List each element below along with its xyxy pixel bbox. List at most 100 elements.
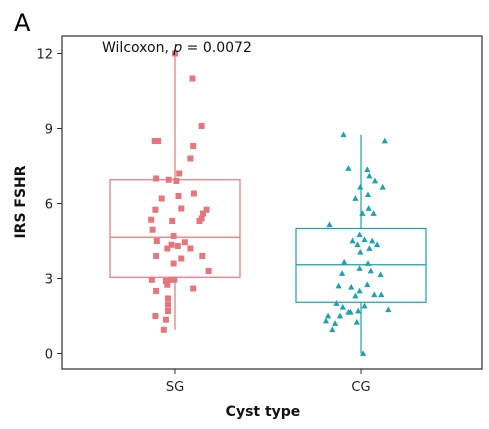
y-tick-label: 6 [45, 198, 53, 213]
data-point-triangle [379, 183, 386, 190]
data-point-triangle [349, 237, 356, 244]
data-point-square [190, 143, 197, 149]
points-layer [148, 50, 392, 356]
data-point-square [176, 170, 183, 177]
data-point-triangle [326, 221, 333, 228]
data-point-square [164, 281, 171, 288]
data-point-square [148, 216, 155, 223]
data-point-square [199, 253, 206, 259]
data-point-square [148, 276, 155, 283]
data-point-square [167, 276, 174, 283]
data-point-square [190, 190, 197, 197]
data-point-triangle [356, 231, 363, 238]
data-point-triangle [377, 271, 384, 278]
data-point-square [200, 210, 206, 217]
data-point-square [169, 218, 176, 224]
data-point-triangle [371, 291, 378, 298]
data-point-square [196, 218, 203, 224]
data-point-square [187, 155, 194, 162]
y-axis-title: IRS FSHR [13, 165, 29, 238]
data-point-square [152, 206, 159, 213]
data-point-triangle [322, 317, 330, 324]
annotation-prefix: Wilcoxon, [102, 40, 173, 56]
data-point-triangle [335, 282, 342, 289]
data-point-triangle [333, 300, 340, 306]
data-point-square [165, 176, 172, 183]
plot-panel-border [61, 35, 483, 370]
data-point-square [162, 316, 169, 323]
y-tick-label: 3 [45, 273, 53, 288]
data-point-triangle [374, 241, 381, 248]
data-point-triangle [364, 281, 371, 288]
data-point-triangle [336, 312, 344, 319]
x-axis-title: Cyst type [226, 404, 301, 420]
data-point-triangle [355, 307, 362, 314]
data-point-triangle [340, 131, 347, 138]
data-point-triangle [354, 241, 361, 248]
data-point-triangle [339, 303, 346, 310]
data-point-triangle [361, 236, 368, 243]
data-point-triangle [361, 302, 368, 309]
data-point-triangle [364, 191, 372, 198]
data-point-triangle [345, 165, 352, 171]
data-point-triangle [332, 320, 339, 326]
x-tick-label: CG [351, 380, 370, 395]
data-point-square [174, 243, 181, 249]
data-point-square [173, 178, 180, 184]
data-point-triangle [341, 258, 348, 265]
data-point-triangle [371, 177, 379, 184]
data-point-square [149, 226, 156, 233]
data-point-triangle [352, 195, 359, 201]
data-point-square [198, 123, 205, 129]
data-point-triangle [385, 306, 392, 313]
data-point-square [162, 278, 169, 284]
data-point-square [165, 295, 171, 302]
data-point-triangle [366, 245, 373, 251]
x-tick-label: SG [166, 380, 184, 395]
data-point-square [172, 50, 178, 57]
data-point-triangle [378, 291, 385, 298]
data-point-square [153, 175, 160, 182]
data-point-square [175, 193, 182, 199]
data-point-square [152, 313, 159, 319]
annotation-suffix: = 0.0072 [182, 40, 252, 56]
data-point-triangle [366, 172, 373, 179]
y-tick-label: 12 [36, 48, 53, 63]
data-point-triangle [356, 265, 363, 271]
data-point-square [203, 206, 210, 213]
y-tick-label: 9 [45, 123, 53, 138]
y-axis: 0 3 6 9 12 [36, 48, 62, 363]
data-point-square [160, 326, 167, 333]
boxes-layer [109, 53, 427, 354]
data-point-square [153, 238, 160, 244]
data-point-triangle [364, 166, 371, 173]
data-point-square [205, 268, 212, 274]
data-point-square [170, 260, 177, 267]
data-point-square [165, 308, 171, 314]
data-point-square [165, 301, 171, 308]
data-point-triangle [353, 318, 360, 325]
data-point-triangle [348, 283, 355, 290]
data-point-triangle [352, 292, 359, 299]
data-point-triangle [325, 312, 332, 319]
data-point-triangle [364, 260, 372, 266]
annotation-p-symbol: p [172, 40, 182, 56]
data-point-triangle [356, 287, 363, 294]
data-point-square [151, 138, 158, 144]
data-point-triangle [365, 205, 372, 211]
y-tick-label: 0 [45, 348, 53, 363]
data-point-square [153, 288, 160, 294]
data-point-triangle [360, 350, 367, 356]
data-point-square [178, 205, 185, 212]
data-point-triangle [359, 210, 366, 216]
data-point-square [158, 195, 165, 202]
data-point-square [170, 233, 177, 239]
data-point-square [155, 138, 162, 144]
data-point-square [153, 253, 160, 259]
data-point-square [181, 239, 188, 246]
data-point-square [187, 245, 194, 252]
data-point-square [178, 255, 185, 262]
data-point-triangle [329, 326, 336, 333]
iqr-box [295, 227, 427, 303]
